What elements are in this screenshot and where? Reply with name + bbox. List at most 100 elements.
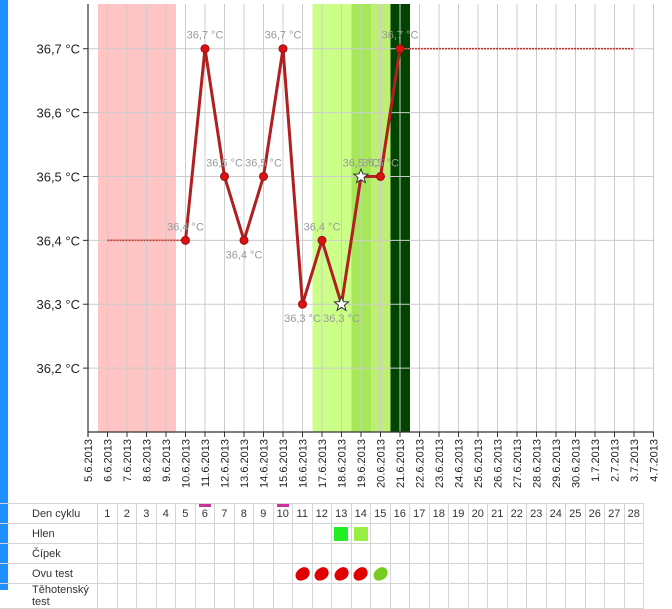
table-cell <box>526 523 547 544</box>
table-cell <box>467 523 488 544</box>
table-cell <box>487 583 508 609</box>
data-point <box>278 44 288 54</box>
day-cell: 17 <box>409 503 430 524</box>
data-labels: 36,4 °C 36,7 °C 36,5 °C 36,4 °C 36,5 °C 36,7 … <box>167 30 418 326</box>
table-cell <box>194 523 215 544</box>
data-label: 36,7 °C <box>382 30 419 42</box>
table-cell <box>604 523 625 544</box>
table-cell <box>116 523 137 544</box>
data-point <box>220 171 229 181</box>
table-cell <box>194 563 215 584</box>
data-point <box>317 235 327 245</box>
x-tick-label: 23.6.2013 <box>434 439 446 488</box>
row-label: Hlen <box>0 523 98 544</box>
day-cell: 5 <box>175 503 196 524</box>
table-cell <box>253 583 274 609</box>
x-tick-label: 11.6.2013 <box>200 439 212 487</box>
y-tick-label: 36,2 °C <box>36 361 80 376</box>
day-cell: 27 <box>604 503 625 524</box>
table-cell <box>331 583 352 609</box>
table-cell <box>253 523 274 544</box>
table-row: Den cyklu 1 2 3 4 5 6 7 8 9 10 11 12 13 14 15 16 17 18 19 20… <box>0 503 644 524</box>
table-cell <box>506 583 527 609</box>
day-cell: 9 <box>253 503 274 524</box>
table-cell <box>467 563 488 584</box>
day-cell: 2 <box>116 503 137 524</box>
table-cell <box>155 523 176 544</box>
table-cell <box>584 543 605 564</box>
x-tick-label: 4.7.2013 <box>649 439 661 482</box>
table-cell <box>331 543 352 564</box>
table-cell <box>370 563 391 584</box>
x-tick-label: 8.6.2013 <box>142 439 154 482</box>
table-cell <box>116 543 137 564</box>
x-tick-label: 5.6.2013 <box>83 439 95 482</box>
data-label: 36,5 °C <box>245 157 282 169</box>
data-point <box>200 44 210 54</box>
x-tick-label: 27.6.2013 <box>512 439 524 488</box>
table-row: Hlen <box>0 523 644 544</box>
table-cell <box>272 523 293 544</box>
table-cell <box>428 563 449 584</box>
table-cell <box>604 543 625 564</box>
table-cell <box>565 563 586 584</box>
x-tick-label: 18.6.2013 <box>337 439 349 488</box>
x-tick-label: 26.6.2013 <box>493 439 505 488</box>
x-tick-label: 16.6.2013 <box>298 439 310 488</box>
table-cell <box>136 563 157 584</box>
table-cell <box>545 523 566 544</box>
ovulation-test-mark <box>312 564 332 583</box>
x-tick-label: 12.6.2013 <box>220 439 232 488</box>
table-cell <box>292 543 313 564</box>
table-cell <box>545 583 566 609</box>
data-point <box>181 235 190 245</box>
table-cell <box>116 583 137 609</box>
table-cell <box>253 563 274 584</box>
table-cell <box>467 543 488 564</box>
row-label: Čípek <box>0 543 98 564</box>
table-cell <box>97 563 118 584</box>
ovulation-test-mark <box>370 564 390 583</box>
day-cell: 25 <box>565 503 586 524</box>
table-cell <box>331 523 352 544</box>
x-tick-label: 22.6.2013 <box>415 439 427 488</box>
table-cell <box>350 543 371 564</box>
table-cell <box>214 563 235 584</box>
day-cell: 7 <box>214 503 235 524</box>
x-tick-label: 17.6.2013 <box>317 439 329 488</box>
x-tick-label: 24.6.2013 <box>454 439 466 488</box>
table-cell <box>194 543 215 564</box>
table-cell <box>370 523 391 544</box>
day-cell: 19 <box>448 503 469 524</box>
table-cell <box>623 583 644 609</box>
day-cell: 28 <box>623 503 644 524</box>
table-cell <box>584 523 605 544</box>
day-cell: 8 <box>233 503 254 524</box>
table-cell <box>175 523 196 544</box>
axes: 36,2 °C 36,3 °C 36,4 °C 36,5 °C 36,6 °C 36,7 … <box>36 4 661 488</box>
table-cell <box>292 563 313 584</box>
table-cell <box>272 563 293 584</box>
table-cell <box>136 523 157 544</box>
y-tick-label: 36,7 °C <box>36 42 80 57</box>
table-cell <box>448 563 469 584</box>
day-cell: 11 <box>292 503 313 524</box>
table-cell <box>526 543 547 564</box>
temperature-chart: 36,2 °C 36,3 °C 36,4 °C 36,5 °C 36,6 °C 36,7 … <box>36 4 661 488</box>
table-cell <box>311 583 332 609</box>
table-row: Těhotenský test <box>0 583 644 609</box>
day-cell: 20 <box>467 503 488 524</box>
cycle-table: Den cyklu 1 2 3 4 5 6 7 8 9 10 11 12 13 14 15 16 17 18 19 20… <box>0 503 644 609</box>
table-cell <box>97 543 118 564</box>
row-label: Těhotenský test <box>0 583 98 609</box>
x-tick-label: 14.6.2013 <box>259 439 271 488</box>
y-tick-label: 36,3 °C <box>36 297 80 312</box>
data-point-star <box>352 167 370 184</box>
day-cell: 26 <box>584 503 605 524</box>
x-tick-label: 1.7.2013 <box>590 439 602 482</box>
table-cell <box>389 543 410 564</box>
y-tick-label: 36,5 °C <box>36 169 80 184</box>
table-cell <box>506 563 527 584</box>
data-label: 36,4 °C <box>167 221 204 233</box>
table-cell <box>389 563 410 584</box>
